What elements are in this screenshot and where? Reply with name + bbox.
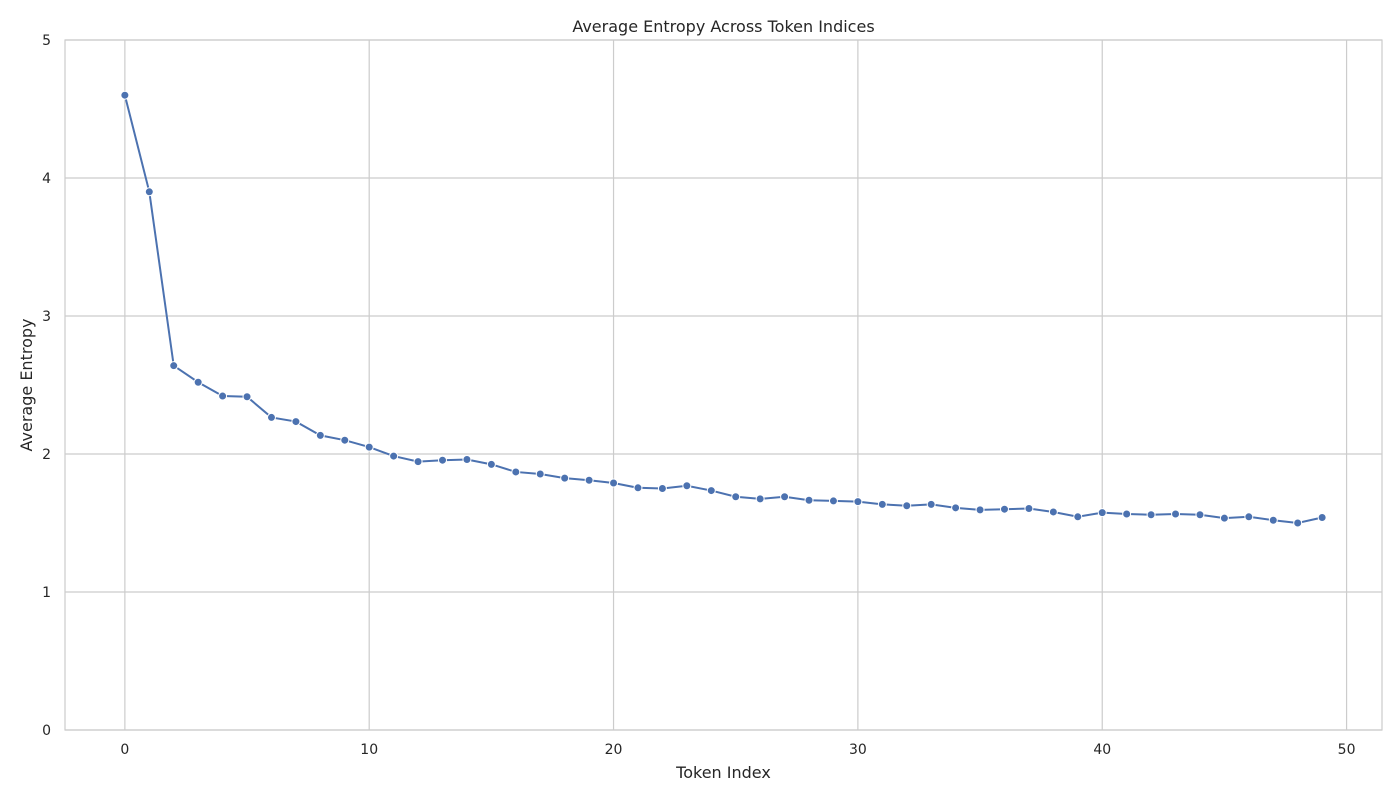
data-point <box>1122 509 1132 519</box>
data-point <box>706 486 716 496</box>
y-tick-labels: 0 1 2 3 4 5 <box>42 33 51 739</box>
data-point <box>315 430 325 440</box>
data-point <box>780 492 790 502</box>
data-point <box>755 494 765 504</box>
data-point <box>657 484 667 493</box>
y-tick-label: 1 <box>42 585 51 601</box>
data-point <box>1244 512 1254 522</box>
data-point <box>1195 510 1205 520</box>
data-point <box>926 499 936 509</box>
data-point <box>193 377 203 387</box>
data-point <box>1073 512 1083 522</box>
data-point <box>999 504 1009 514</box>
x-axis-label: Token Index <box>675 763 771 782</box>
data-point <box>364 442 374 452</box>
data-point <box>266 412 276 422</box>
data-point <box>511 467 521 477</box>
data-point <box>853 497 863 507</box>
data-point <box>560 473 570 483</box>
x-tick-label: 50 <box>1338 742 1356 758</box>
data-point <box>438 455 448 465</box>
entropy-series-points <box>120 90 1327 528</box>
data-point <box>1219 513 1229 523</box>
data-point <box>242 392 252 402</box>
y-tick-label: 0 <box>42 723 51 739</box>
data-point <box>682 481 692 491</box>
data-point <box>462 455 472 465</box>
data-point <box>1024 504 1034 514</box>
x-tick-label: 30 <box>849 742 867 758</box>
data-point <box>218 391 228 401</box>
y-axis-label: Average Entropy <box>17 319 36 452</box>
data-point <box>731 492 741 502</box>
data-point <box>486 459 496 469</box>
data-point <box>1048 507 1058 517</box>
data-point <box>340 435 350 445</box>
x-tick-label: 20 <box>605 742 623 758</box>
chart-title: Average Entropy Across Token Indices <box>572 17 874 36</box>
plot-frame <box>64 39 1383 731</box>
data-point <box>633 483 643 493</box>
y-tick-label: 3 <box>42 309 51 325</box>
y-tick-label: 5 <box>42 33 51 49</box>
data-point <box>1171 509 1181 519</box>
data-point <box>120 90 130 100</box>
data-point <box>1268 515 1278 525</box>
y-tick-label: 4 <box>42 171 51 187</box>
x-tick-label: 0 <box>120 742 129 758</box>
x-tick-label: 10 <box>360 742 378 758</box>
data-point <box>804 495 814 505</box>
data-point <box>144 187 154 197</box>
data-point <box>413 457 423 467</box>
data-point <box>389 451 399 461</box>
data-point <box>609 478 619 488</box>
data-point <box>1293 518 1303 528</box>
data-point <box>951 503 961 513</box>
y-tick-label: 2 <box>42 447 51 463</box>
data-point <box>169 361 179 371</box>
data-point <box>1317 512 1327 522</box>
data-point <box>877 499 887 509</box>
entropy-series-line <box>123 94 1323 525</box>
data-point <box>535 469 545 479</box>
x-tick-label: 40 <box>1093 742 1111 758</box>
data-point <box>902 501 912 511</box>
data-point <box>1146 510 1156 520</box>
data-point <box>291 417 301 427</box>
x-tick-labels: 0 10 20 30 40 50 <box>120 742 1355 758</box>
grid-lines <box>65 39 1382 731</box>
data-point <box>1097 508 1107 518</box>
data-point <box>584 475 594 485</box>
data-point <box>828 496 838 506</box>
data-point <box>975 505 985 515</box>
